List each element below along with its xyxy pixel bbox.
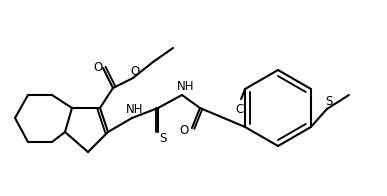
Text: S: S (325, 94, 332, 107)
Text: Cl: Cl (235, 103, 247, 115)
Text: O: O (93, 61, 103, 74)
Text: S: S (159, 132, 167, 145)
Text: O: O (180, 124, 188, 138)
Text: NH: NH (126, 103, 144, 115)
Text: O: O (130, 64, 140, 77)
Text: NH: NH (177, 80, 195, 93)
